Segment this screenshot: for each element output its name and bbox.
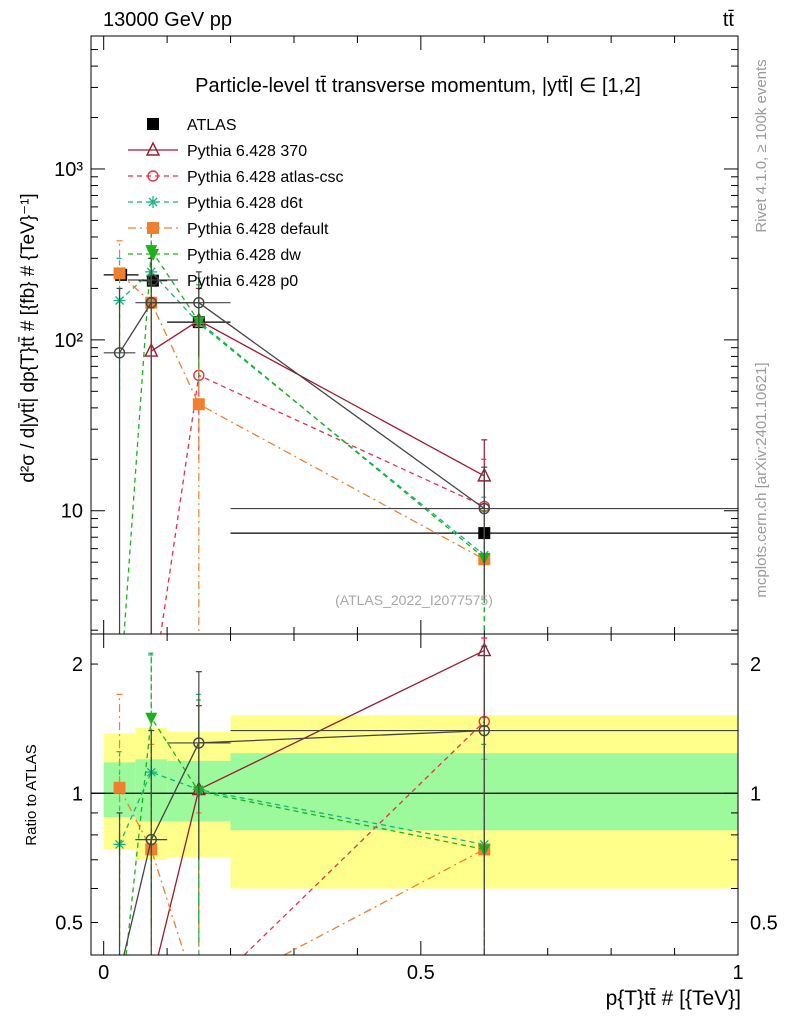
legend-marker bbox=[147, 274, 159, 286]
data-point bbox=[145, 712, 158, 725]
x-tick-label: 0.5 bbox=[407, 962, 435, 984]
series-line bbox=[118, 787, 485, 955]
analysis-watermark: (ATLAS_2022_I2077575) bbox=[335, 592, 493, 608]
y-tick-label-right: 1 bbox=[750, 783, 761, 805]
legend: ATLAS Pythia 6.428 370 Pythia 6.428 atlas-… bbox=[128, 117, 344, 290]
series-line bbox=[123, 248, 485, 634]
data-point bbox=[192, 398, 205, 411]
series-line bbox=[118, 302, 485, 510]
data-point bbox=[478, 724, 490, 737]
legend-marker bbox=[147, 118, 159, 130]
series-pythia-6-428-p0 bbox=[103, 257, 738, 634]
series-line bbox=[119, 272, 485, 560]
y-tick-label: 0.5 bbox=[55, 912, 83, 934]
data-point bbox=[115, 969, 125, 979]
series-line bbox=[243, 721, 485, 955]
legend-marker bbox=[145, 141, 161, 156]
legend-label: Pythia 6.428 p0 bbox=[187, 273, 298, 290]
series-line bbox=[119, 270, 485, 556]
x-tick-label: 0 bbox=[98, 962, 109, 984]
header-process-label: 13000 GeV pp bbox=[103, 9, 232, 31]
legend-label: Pythia 6.428 dw bbox=[187, 247, 301, 264]
data-point bbox=[145, 977, 157, 989]
series-line bbox=[123, 729, 485, 955]
legend-label: ATLAS bbox=[187, 117, 237, 134]
series-pythia-6-428-p0 bbox=[115, 645, 738, 979]
data-point bbox=[145, 296, 157, 309]
rivet-version-label: Rivet 4.1.0, ≥ 100k events bbox=[753, 59, 770, 232]
chart-title: Particle-level tt̄ transverse momentum, … bbox=[195, 75, 641, 97]
data-point bbox=[193, 296, 205, 309]
data-point bbox=[113, 347, 126, 359]
legend-label: Pythia 6.428 atlas-csc bbox=[187, 169, 344, 186]
series-pythia-6-428-370 bbox=[144, 287, 492, 634]
series-pythia-6-428-atlas-csc bbox=[148, 257, 490, 634]
y-tick-label: 10³ bbox=[54, 159, 83, 181]
x-axis-label: p{T}tt̄ # [{TeV}] bbox=[606, 987, 741, 1010]
data-point bbox=[193, 994, 205, 1006]
data-point bbox=[114, 1013, 126, 1024]
y-tick-label: 10 bbox=[61, 501, 83, 523]
series-pythia-6-428-default bbox=[113, 240, 491, 634]
series-pythia-6-428-dw bbox=[123, 224, 491, 634]
legend-item-pythia-6-428-370: Pythia 6.428 370 bbox=[128, 141, 307, 160]
main-y-axis-label: d²σ / d|ytt̄| dp{T}tt̄ # [{fb} # {TeV}⁻¹… bbox=[18, 193, 39, 482]
ratio-panel-border bbox=[90, 633, 739, 956]
legend-label: Pythia 6.428 370 bbox=[187, 143, 307, 160]
main-panel-series bbox=[103, 222, 738, 634]
legend-item-pythia-6-428-p0: Pythia 6.428 p0 bbox=[128, 273, 298, 290]
x-tick-label: 1 bbox=[732, 962, 743, 984]
legend-label: Pythia 6.428 default bbox=[187, 221, 329, 238]
series-line bbox=[125, 715, 485, 955]
series-line bbox=[150, 319, 485, 477]
y-tick-label: 10² bbox=[54, 330, 83, 352]
ratio-y-axis-label: Ratio to ATLAS bbox=[23, 744, 40, 845]
legend-item-pythia-6-428-d6t: Pythia 6.428 d6t bbox=[128, 195, 303, 212]
series-line bbox=[160, 374, 485, 634]
main-panel-frame: 10 10² 10³ bbox=[54, 35, 739, 634]
legend-marker bbox=[147, 249, 159, 261]
y-tick-label-right: 0.5 bbox=[750, 912, 778, 934]
header-final-state-label: tt̄ bbox=[723, 9, 735, 31]
series-line bbox=[118, 771, 485, 846]
data-point bbox=[478, 502, 490, 515]
y-tick-label: 1 bbox=[72, 783, 83, 805]
legend-item-pythia-6-428-atlas-csc: Pythia 6.428 atlas-csc bbox=[128, 169, 344, 186]
legend-marker bbox=[147, 196, 159, 208]
data-point bbox=[145, 833, 157, 846]
legend-item-atlas: ATLAS bbox=[147, 117, 237, 134]
legend-marker bbox=[147, 222, 159, 234]
legend-item-pythia-6-428-default: Pythia 6.428 default bbox=[128, 221, 329, 238]
source-site-label: mcplots.cern.ch [arXiv:2401.10621] bbox=[753, 362, 770, 597]
legend-item-pythia-6-428-dw: Pythia 6.428 dw bbox=[128, 247, 301, 264]
legend-marker bbox=[147, 170, 159, 182]
ratio-panel-series bbox=[113, 637, 738, 1024]
y-tick-label-right: 2 bbox=[750, 654, 761, 676]
data-point bbox=[113, 267, 126, 280]
y-tick-label: 2 bbox=[72, 654, 83, 676]
data-point bbox=[175, 1013, 185, 1023]
legend-label: Pythia 6.428 d6t bbox=[187, 195, 303, 212]
data-point bbox=[113, 781, 126, 794]
data-point bbox=[193, 737, 205, 749]
